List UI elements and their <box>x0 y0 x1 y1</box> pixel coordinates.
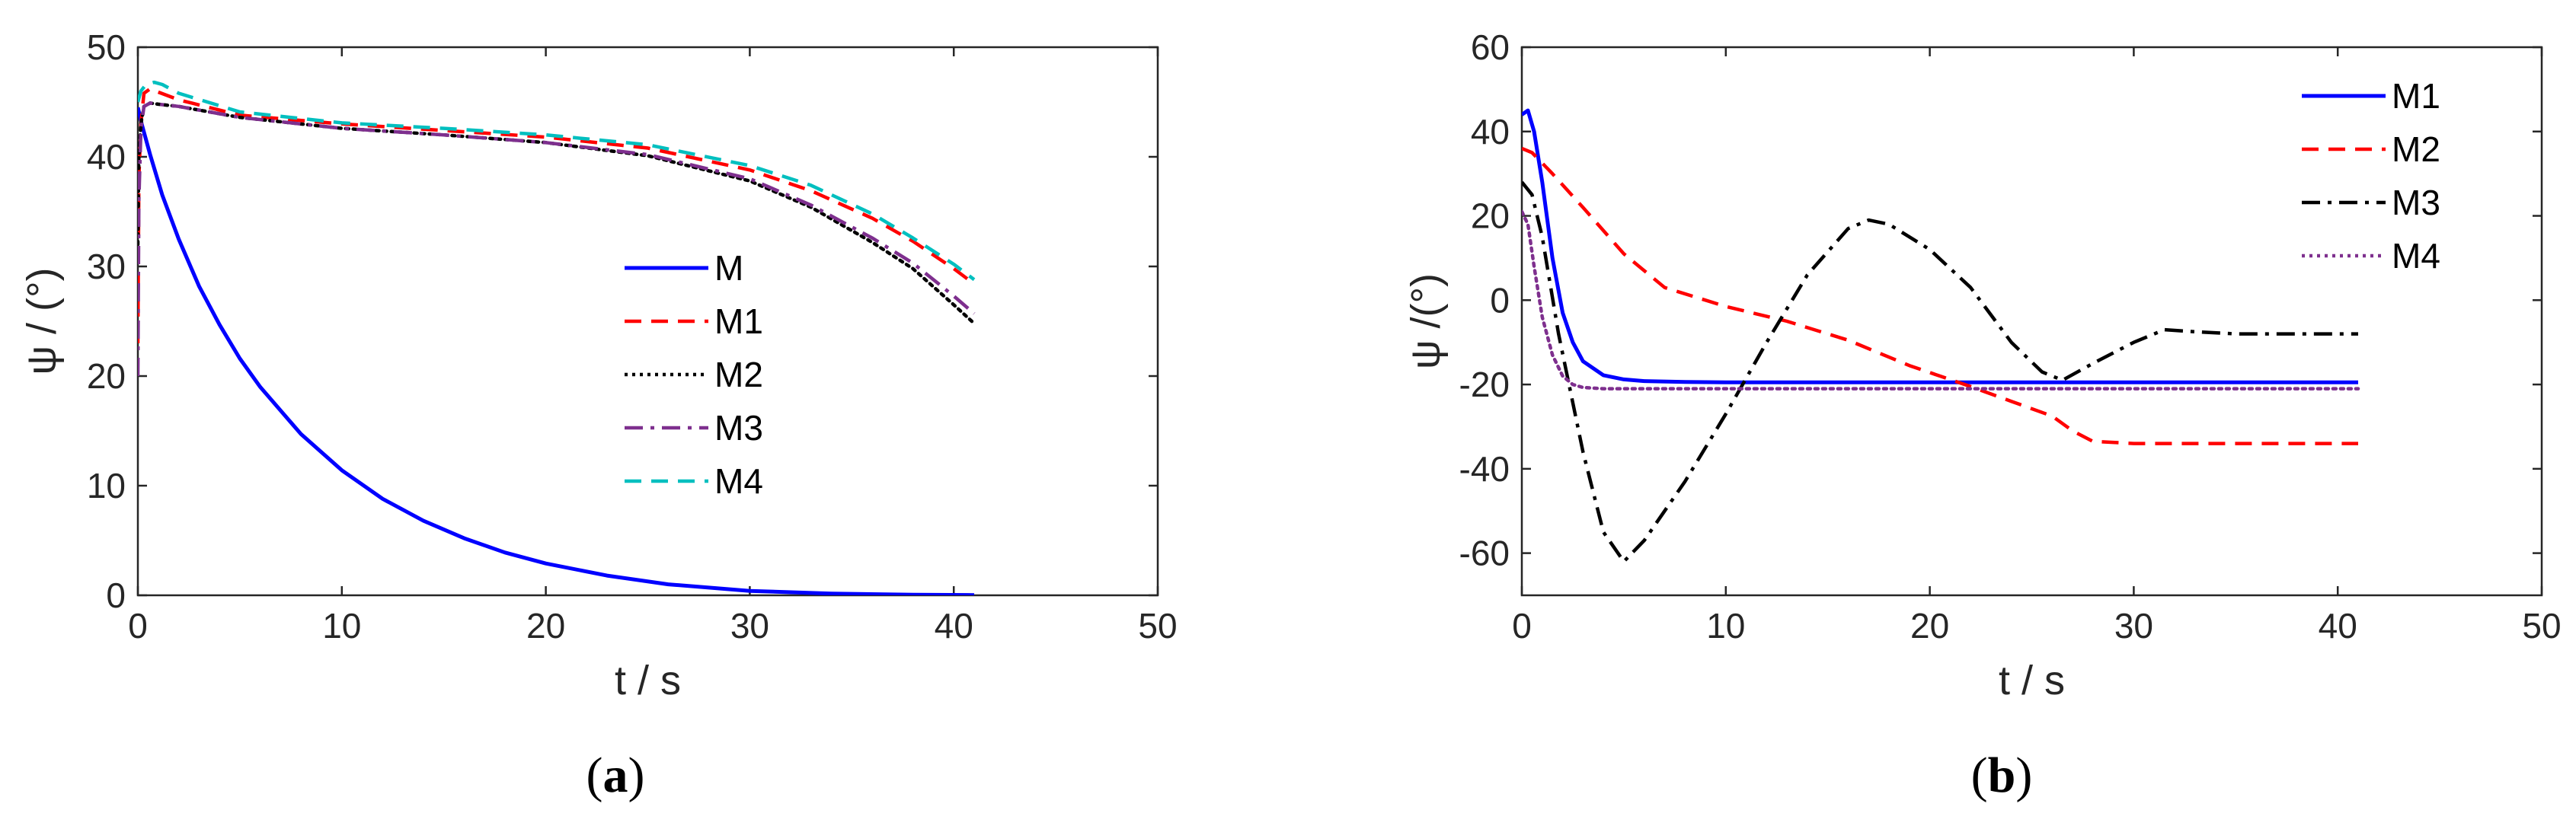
x-tick-label: 50 <box>2522 606 2561 646</box>
x-tick-label: 40 <box>2319 606 2357 646</box>
legend-label-m2: M2 <box>714 355 763 394</box>
x-axis-label-a: t / s <box>615 658 681 703</box>
legend-label-m3: M3 <box>2392 183 2440 222</box>
x-tick-label: 10 <box>1706 606 1745 646</box>
y-tick-label: 40 <box>87 137 126 177</box>
x-tick-label: 20 <box>526 606 565 646</box>
caption-b-close: ) <box>2015 748 2032 803</box>
x-tick-label: 50 <box>1138 606 1177 646</box>
y-tick-label: 20 <box>87 356 126 396</box>
series-line-m1 <box>138 87 976 343</box>
y-tick-label: 20 <box>1471 196 1510 236</box>
caption-b-letter: b <box>1988 748 2016 803</box>
legend-label-m4: M4 <box>714 461 763 501</box>
chart-panel-b: 0 10 20 30 40 50 -60 -40 -20 0 20 40 60 t / s ψ /(°)… <box>1403 27 2562 803</box>
caption-a-open: ( <box>586 748 603 803</box>
y-tick-label: 0 <box>106 576 126 615</box>
y-tick-label: 30 <box>87 247 126 286</box>
y-axis-label-b: ψ /(°) <box>1403 273 1449 369</box>
y-tick-label: 10 <box>87 466 126 505</box>
caption-b: (b) <box>1971 748 2033 803</box>
axes-a: 0 10 20 30 40 50 0 10 20 30 40 50 <box>87 27 1178 646</box>
y-tick-label: 40 <box>1471 112 1510 151</box>
x-tick-label: 10 <box>322 606 361 646</box>
legend-label-m4: M4 <box>2392 236 2440 276</box>
legend-label-m3: M3 <box>714 408 763 448</box>
x-tick-label: 30 <box>2114 606 2153 646</box>
series-line-m3 <box>1522 180 2358 563</box>
series-line-m4 <box>138 80 976 282</box>
legend-label-m: M <box>714 248 743 288</box>
caption-a-close: ) <box>628 748 645 803</box>
axes-b: 0 10 20 30 40 50 -60 -40 -20 0 20 40 60 <box>1459 27 2562 646</box>
x-axis-label-b: t / s <box>1999 658 2065 703</box>
y-tick-label: -20 <box>1459 365 1510 404</box>
series-line-m1 <box>1522 108 2358 384</box>
y-tick-label: -40 <box>1459 449 1510 489</box>
x-tick-label: 30 <box>730 606 769 646</box>
y-tick-label: 0 <box>1490 280 1510 320</box>
series-lines-b <box>1522 108 2360 563</box>
legend-a: M M1 M2 M3 M4 <box>625 248 763 501</box>
series-line-m <box>138 107 975 595</box>
y-tick-label: 50 <box>87 27 126 67</box>
x-tick-label: 40 <box>935 606 973 646</box>
series-lines-a <box>138 80 976 595</box>
y-tick-label: 60 <box>1471 27 1510 67</box>
caption-b-open: ( <box>1971 748 1988 803</box>
series-line-m3 <box>138 101 976 377</box>
y-axis-label-a: ψ / (°) <box>19 267 65 375</box>
caption-a: (a) <box>586 748 645 803</box>
chart-panel-a: 0 10 20 30 40 50 0 10 20 30 40 50 t / s ψ / (°) M M1… <box>19 27 1178 803</box>
legend-b: M1 M2 M3 M4 <box>2302 76 2440 276</box>
x-tick-label: 20 <box>1910 606 1949 646</box>
series-line-m4 <box>1522 209 2360 391</box>
x-tick-label: 0 <box>128 606 148 646</box>
legend-label-m1: M1 <box>714 301 763 341</box>
plot-area-a <box>136 46 1159 597</box>
legend-label-m2: M2 <box>2392 129 2440 169</box>
plot-area-b <box>1520 46 2543 597</box>
legend-label-m1: M1 <box>2392 76 2440 116</box>
caption-a-letter: a <box>603 748 628 803</box>
y-tick-label: -60 <box>1459 534 1510 573</box>
x-tick-label: 0 <box>1512 606 1532 646</box>
